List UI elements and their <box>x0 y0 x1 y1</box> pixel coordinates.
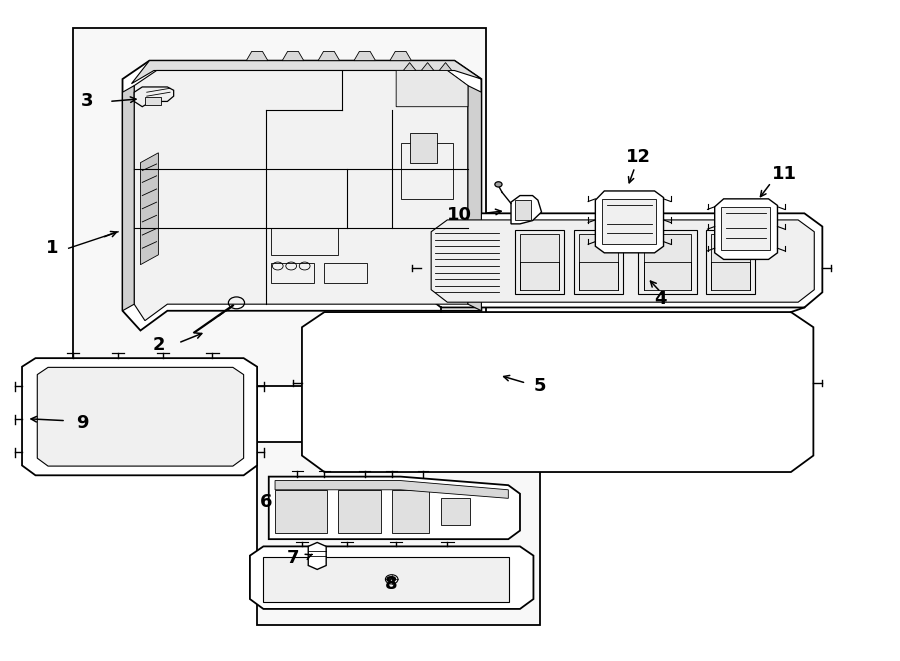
Bar <box>711 235 750 290</box>
Text: 6: 6 <box>260 492 273 511</box>
Bar <box>271 229 338 254</box>
Text: 12: 12 <box>626 148 651 167</box>
Polygon shape <box>283 52 304 61</box>
Bar <box>257 442 540 625</box>
Circle shape <box>495 182 502 187</box>
Polygon shape <box>22 358 257 475</box>
Polygon shape <box>250 547 534 609</box>
Polygon shape <box>431 220 814 302</box>
Bar <box>601 199 656 244</box>
Text: 3: 3 <box>80 93 93 110</box>
Bar <box>515 200 531 220</box>
Polygon shape <box>122 86 134 311</box>
Polygon shape <box>140 153 158 264</box>
Polygon shape <box>302 312 814 472</box>
Text: 7: 7 <box>287 549 299 566</box>
Bar <box>580 235 617 290</box>
Bar <box>441 498 470 525</box>
Polygon shape <box>468 86 482 311</box>
Bar <box>706 230 755 294</box>
Polygon shape <box>354 52 375 61</box>
Bar <box>644 235 691 290</box>
Bar <box>721 208 770 251</box>
Polygon shape <box>421 214 823 307</box>
Polygon shape <box>134 71 468 321</box>
Text: 9: 9 <box>76 414 88 432</box>
Bar <box>324 263 367 283</box>
Polygon shape <box>596 191 663 253</box>
Polygon shape <box>247 52 268 61</box>
Text: 2: 2 <box>152 336 165 354</box>
Bar <box>73 28 486 387</box>
Polygon shape <box>403 63 416 71</box>
Bar <box>638 230 697 294</box>
Text: 11: 11 <box>772 165 797 183</box>
Polygon shape <box>421 63 434 71</box>
Polygon shape <box>275 481 508 498</box>
Text: 8: 8 <box>385 575 398 593</box>
Bar <box>271 263 313 283</box>
Polygon shape <box>122 61 482 331</box>
Text: 4: 4 <box>654 290 667 308</box>
Polygon shape <box>131 61 482 84</box>
Polygon shape <box>37 368 244 466</box>
Bar <box>400 143 453 199</box>
Polygon shape <box>511 196 542 224</box>
Polygon shape <box>439 63 452 71</box>
Polygon shape <box>308 543 326 569</box>
Text: 1: 1 <box>46 239 58 257</box>
Bar <box>520 235 559 290</box>
Bar <box>392 490 429 533</box>
Polygon shape <box>396 71 468 106</box>
Bar <box>275 490 327 533</box>
Polygon shape <box>134 87 174 106</box>
Polygon shape <box>269 477 520 539</box>
Polygon shape <box>318 52 339 61</box>
Bar <box>515 230 564 294</box>
Bar <box>574 230 623 294</box>
Polygon shape <box>715 199 778 259</box>
Text: 10: 10 <box>446 206 472 224</box>
Bar <box>410 133 436 163</box>
Polygon shape <box>390 52 411 61</box>
Bar <box>338 490 381 533</box>
Bar <box>264 557 509 602</box>
Text: 5: 5 <box>534 377 546 395</box>
Bar <box>145 97 161 104</box>
